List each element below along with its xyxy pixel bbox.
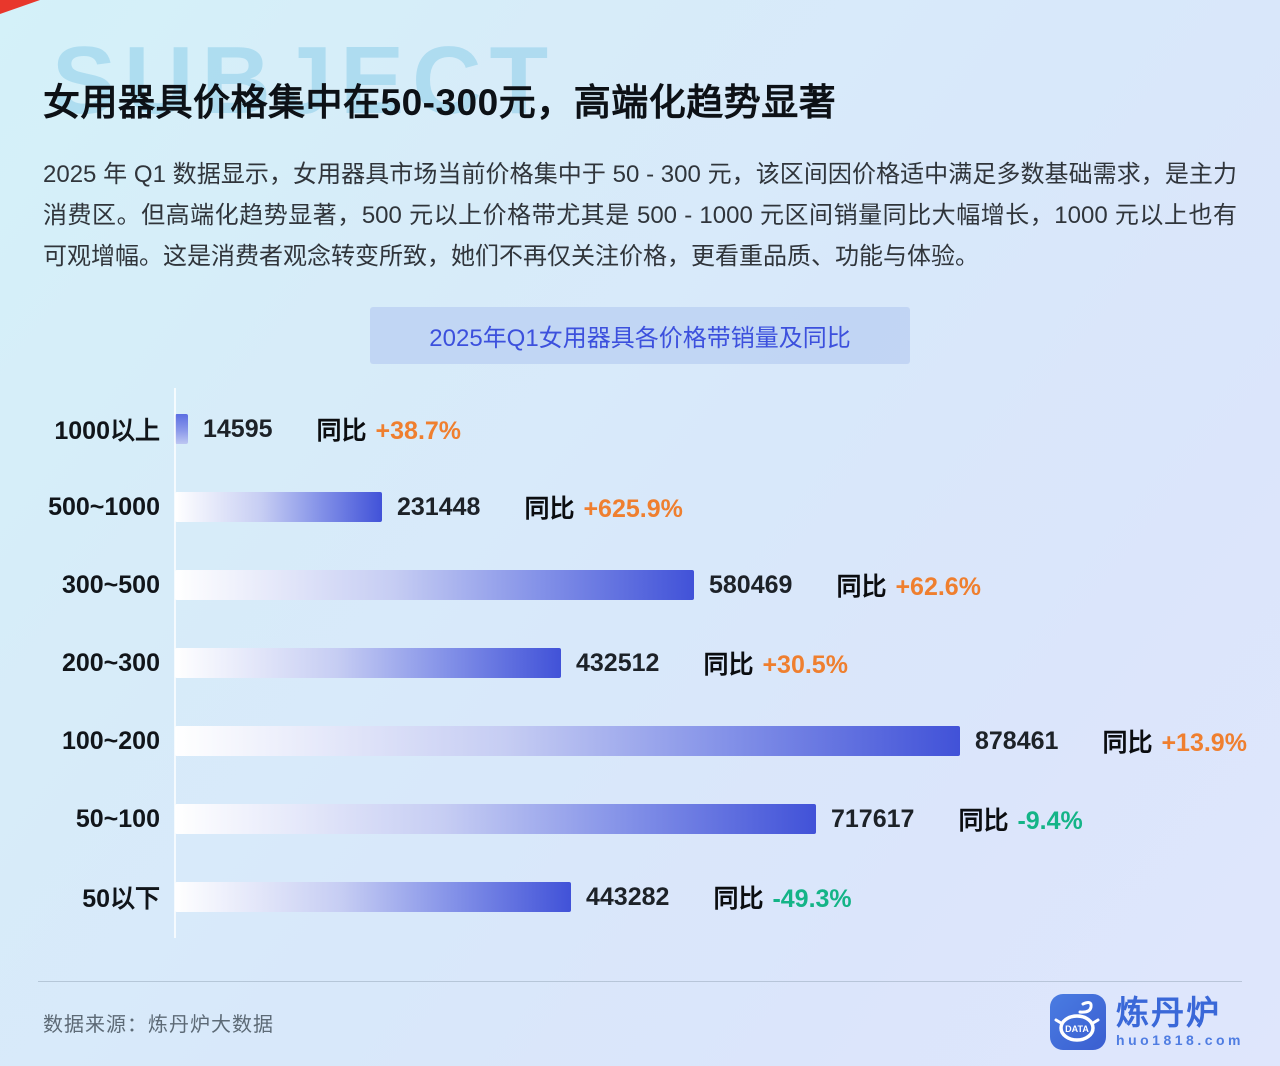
chart-title-badge: 2025年Q1女用器具各价格带销量及同比 (370, 307, 910, 364)
chart-row: 300~500 580469 同比 +62.6% (43, 546, 1237, 624)
data-source: 数据来源：炼丹炉大数据 (43, 1014, 274, 1036)
yoy-label: 同比 (316, 417, 367, 445)
bar (175, 570, 694, 600)
yoy-percent: +30.5% (762, 651, 848, 679)
bar (175, 414, 188, 444)
yoy-group: 同比 +13.9% (1102, 723, 1247, 759)
yoy-group: 同比 +30.5% (703, 645, 848, 681)
cauldron-data-icon: DATA (1050, 994, 1107, 1050)
bar-area: 717617 同比 -9.4% (175, 801, 1237, 837)
yoy-group: 同比 -49.3% (713, 879, 851, 915)
chart-row: 50以下 443282 同比 -49.3% (43, 858, 1237, 936)
yoy-label: 同比 (524, 495, 575, 523)
page-title: 女用器具价格集中在50-300元，高端化趋势显著 (43, 82, 837, 123)
category-label: 200~300 (61, 648, 160, 677)
bar-chart: 1000以上 14595 同比 +38.7% 500~1000 231448 同比 +625.… (43, 388, 1247, 938)
corner-ribbon (0, 0, 40, 14)
category-label: 100~200 (61, 726, 160, 755)
chart-row: 1000以上 14595 同比 +38.7% (43, 390, 1237, 468)
chart-row: 50~100 717617 同比 -9.4% (43, 780, 1237, 858)
chart-row: 100~200 878461 同比 +13.9% (43, 702, 1247, 780)
logo-url-text: huo1818.com (1116, 1032, 1244, 1048)
yoy-group: 同比 +62.6% (836, 567, 981, 603)
chart-row: 200~300 432512 同比 +30.5% (43, 624, 1237, 702)
value-label: 14595 (203, 414, 273, 443)
yoy-label: 同比 (703, 651, 754, 679)
yoy-percent: -9.4% (1017, 807, 1083, 835)
bar-area: 878461 同比 +13.9% (175, 723, 1247, 759)
bar-area: 432512 同比 +30.5% (175, 645, 1237, 681)
yoy-label: 同比 (713, 885, 764, 913)
category-label: 1000以上 (54, 417, 160, 445)
category-label: 50~100 (75, 804, 160, 833)
yoy-percent: +62.6% (895, 573, 981, 601)
yoy-label: 同比 (1102, 729, 1153, 757)
yoy-label: 同比 (958, 807, 1009, 835)
watermark-text: SUBJECT (52, 27, 557, 134)
chart-title: 2025年Q1女用器具各价格带销量及同比 (429, 325, 851, 352)
value-label: 580469 (709, 570, 793, 599)
bar (175, 648, 561, 678)
yoy-group: 同比 -9.4% (958, 801, 1082, 837)
bar-area: 14595 同比 +38.7% (175, 411, 1237, 447)
bar (175, 726, 960, 756)
category-label: 500~1000 (48, 492, 160, 521)
chart-row: 500~1000 231448 同比 +625.9% (43, 468, 1237, 546)
bar (175, 492, 382, 522)
description: 2025 年 Q1 数据显示，女用器具市场当前价格集中于 50 - 300 元，… (43, 161, 1237, 270)
logo-brand-name: 炼丹炉 (1116, 994, 1222, 1031)
brand-logo: DATA 炼丹炉 huo1818.com (1050, 994, 1244, 1050)
bar (175, 804, 816, 834)
svg-text:DATA: DATA (1065, 1024, 1089, 1034)
bar-area: 443282 同比 -49.3% (175, 879, 1237, 915)
yoy-percent: -49.3% (772, 885, 852, 913)
category-label: 300~500 (61, 570, 160, 599)
bar-area: 231448 同比 +625.9% (175, 489, 1237, 525)
bar (175, 882, 571, 912)
value-label: 443282 (586, 882, 670, 911)
value-label: 432512 (576, 648, 660, 677)
yoy-percent: +38.7% (375, 417, 462, 445)
value-label: 717617 (831, 804, 915, 833)
value-label: 231448 (397, 492, 481, 521)
yoy-group: 同比 +38.7% (317, 411, 462, 447)
yoy-percent: +13.9% (1161, 729, 1247, 757)
category-label: 50以下 (82, 885, 160, 913)
value-label: 878461 (975, 726, 1059, 755)
yoy-percent: +625.9% (583, 495, 683, 523)
bar-area: 580469 同比 +62.6% (175, 567, 1237, 603)
yoy-label: 同比 (836, 573, 887, 601)
yoy-group: 同比 +625.9% (524, 489, 682, 525)
footer-divider (38, 981, 1242, 982)
